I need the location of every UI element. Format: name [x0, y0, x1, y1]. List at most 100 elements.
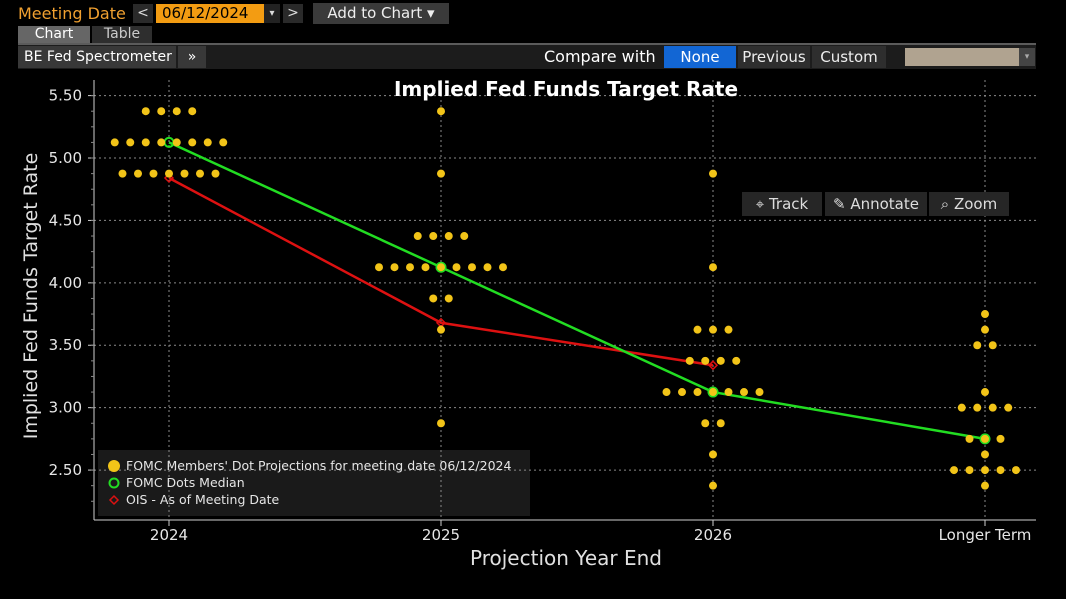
- legend-label: FOMC Dots Median: [126, 475, 245, 490]
- dot-point: [429, 232, 438, 241]
- dot-point: [165, 169, 173, 178]
- legend-label: FOMC Members' Dot Projections for meetin…: [126, 458, 511, 473]
- dot-point: [196, 169, 204, 178]
- dot-point: [996, 434, 1005, 443]
- dot-point: [709, 263, 717, 272]
- magnifier-icon: ⌕: [940, 195, 954, 213]
- dot-point: [709, 481, 717, 490]
- x-tick-label: 2024: [150, 526, 188, 544]
- chevron-double-right-icon[interactable]: »: [178, 46, 206, 68]
- series-lines: [163, 136, 991, 445]
- dot-point: [732, 356, 741, 365]
- previous-date-button[interactable]: <: [133, 4, 153, 23]
- add-to-chart-button[interactable]: Add to Chart ▾: [313, 3, 449, 24]
- dot-point: [444, 294, 453, 303]
- dot-point: [141, 138, 150, 147]
- dot-point: [172, 107, 181, 116]
- y-tick-label: 3.50: [49, 336, 82, 354]
- dot-point: [973, 341, 982, 350]
- dot-point: [1004, 403, 1013, 412]
- zoom-button[interactable]: ⌕ Zoom: [929, 192, 1009, 216]
- dot-point: [110, 138, 119, 147]
- dot-point: [981, 388, 989, 397]
- dot-point: [1012, 466, 1020, 475]
- y-tick-label: 3.00: [49, 399, 82, 417]
- dot-point: [149, 169, 158, 178]
- legend: FOMC Members' Dot Projections for meetin…: [108, 458, 511, 507]
- dot-point: [981, 310, 989, 319]
- chart-title: Implied Fed Funds Target Rate: [394, 77, 738, 101]
- date-dropdown-caret-icon[interactable]: ▾: [264, 4, 280, 23]
- compare-custom-button[interactable]: Custom: [812, 46, 886, 68]
- dot-point: [499, 263, 507, 272]
- ois-marker: [163, 172, 175, 184]
- dot-point: [709, 169, 717, 178]
- dot-point: [724, 325, 733, 334]
- dot-point: [406, 263, 414, 272]
- tab-table[interactable]: Table: [92, 26, 152, 43]
- dot-point: [413, 232, 422, 241]
- dot-point: [180, 169, 189, 178]
- dot-point: [211, 169, 220, 178]
- y-axis-title: Implied Fed Funds Target Rate: [20, 153, 42, 440]
- source-selector[interactable]: BE Fed Spectrometer: [18, 46, 176, 68]
- dot-point: [981, 434, 989, 443]
- y-tick-labels: 2.50 3.00 3.50 4.00 4.50 5.00 5.50: [49, 87, 94, 502]
- dot-point: [452, 263, 461, 272]
- dot-point: [716, 356, 725, 365]
- dot-point: [375, 263, 383, 272]
- median-marker: [707, 386, 719, 398]
- dot-point: [468, 263, 476, 272]
- tab-divider: [18, 43, 1036, 45]
- x-tick-label: Longer Term: [939, 526, 1032, 544]
- dot-point: [709, 325, 717, 334]
- dot-point: [188, 107, 197, 116]
- dot-point: [716, 419, 725, 428]
- dot-point: [988, 341, 997, 350]
- dropdown-caret-icon[interactable]: ▾: [1019, 48, 1035, 66]
- dot-point: [678, 388, 686, 397]
- dot-point: [483, 263, 492, 272]
- legend-box: [98, 450, 530, 516]
- tab-chart[interactable]: Chart: [18, 26, 90, 43]
- meeting-date-input[interactable]: 06/12/2024: [156, 4, 264, 23]
- meeting-date-label: Meeting Date: [18, 4, 126, 23]
- median-line: [168, 141, 986, 441]
- compare-custom-dropdown[interactable]: [905, 48, 1019, 66]
- dot-point: [693, 325, 702, 334]
- dot-point: [188, 138, 197, 147]
- dot-point: [172, 138, 181, 147]
- dot-point: [957, 403, 966, 412]
- dot-point: [662, 388, 671, 397]
- legend-median-icon: [108, 477, 120, 489]
- next-date-button[interactable]: >: [283, 4, 303, 23]
- compare-previous-button[interactable]: Previous: [738, 46, 810, 68]
- dot-point: [437, 419, 445, 428]
- x-tick-label: 2026: [694, 526, 732, 544]
- dot-point: [981, 450, 989, 459]
- compare-none-button[interactable]: None: [664, 46, 736, 68]
- dot-point: [693, 388, 702, 397]
- dot-point: [988, 403, 997, 412]
- dot-point: [157, 107, 166, 116]
- dot-point: [965, 434, 974, 443]
- dot-point: [157, 138, 166, 147]
- dot-point: [437, 325, 445, 334]
- dot-point: [724, 388, 733, 397]
- dot-point: [709, 388, 717, 397]
- dot-point: [141, 107, 150, 116]
- dot-point: [685, 356, 694, 365]
- dot-point: [118, 169, 127, 178]
- dot-point: [444, 232, 453, 241]
- annotate-button[interactable]: ✎ Annotate: [825, 192, 927, 216]
- y-tick-label: 5.00: [49, 149, 82, 167]
- track-button[interactable]: ⌖ Track: [742, 192, 822, 216]
- dot-point: [429, 294, 438, 303]
- dot-point: [437, 107, 445, 116]
- y-tick-label: 4.00: [49, 274, 82, 292]
- dot-point: [701, 356, 710, 365]
- dot-point: [973, 403, 982, 412]
- y-tick-label: 5.50: [49, 87, 82, 105]
- dot-point: [981, 481, 989, 490]
